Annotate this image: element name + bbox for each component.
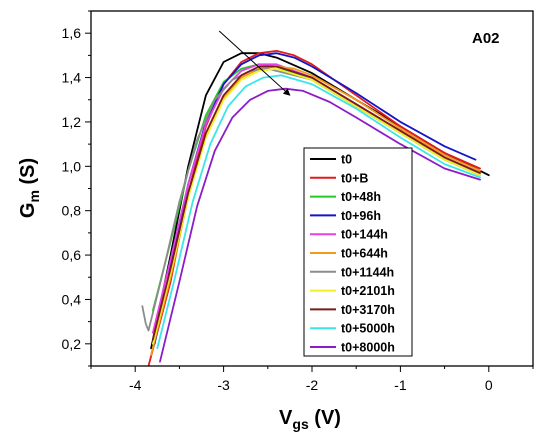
y-axis-title: Gm (S): [17, 158, 42, 218]
x-tick-label: 0: [485, 377, 493, 393]
legend: t0 t0+B t0+48h t0+96h t0+144h t0+644h t0+1144h…: [303, 147, 413, 357]
y-tick-label: 1,2: [62, 114, 82, 130]
x-axis-ticks: -4 -3 -2 -1 0: [90, 366, 534, 393]
x-tick-label: -4: [129, 377, 142, 393]
y-axis-title-unit: (S): [17, 158, 39, 190]
y-tick-label: 0,8: [62, 203, 82, 219]
x-axis-title: Vgs (V): [279, 407, 341, 432]
legend-label: t0+144h: [341, 228, 388, 242]
x-tick-label: -3: [217, 377, 230, 393]
x-axis-title-unit: (V): [309, 407, 341, 429]
legend-label: t0+644h: [341, 247, 388, 261]
y-tick-label: 0,6: [62, 247, 82, 263]
legend-label: t0+96h: [341, 209, 381, 223]
legend-label: t0+48h: [341, 190, 381, 204]
x-tick-label: -2: [306, 377, 319, 393]
x-tick-label: -1: [394, 377, 407, 393]
y-tick-label: 1,4: [62, 70, 82, 86]
y-axis-ticks: 0,2 0,4 0,6 0,8 1,0 1,2 1,4 1,6: [62, 10, 91, 367]
series-line-10: [159, 87, 481, 363]
panel-label: A02: [472, 30, 500, 47]
legend-label: t0+8000h: [341, 341, 395, 355]
legend-label: t0+B: [341, 171, 368, 185]
y-axis-title-main: G: [17, 203, 39, 219]
legend-label: t0+5000h: [341, 322, 395, 336]
x-axis-title-sub: gs: [292, 416, 309, 432]
y-tick-label: 1,6: [62, 25, 82, 41]
series-line-9: [156, 74, 481, 350]
legend-label: t0+1144h: [341, 265, 394, 279]
trend-arrow: [218, 30, 291, 96]
series-layer: [141, 50, 490, 366]
legend-label: t0+3170h: [341, 303, 395, 317]
series-line-8: [151, 65, 481, 341]
y-tick-label: 1,0: [62, 158, 82, 174]
series-line-7: [151, 67, 481, 345]
legend-label: t0: [341, 153, 352, 167]
y-tick-label: 0,4: [62, 291, 82, 307]
y-tick-label: 0,2: [62, 336, 82, 352]
x-axis-title-main: V: [279, 407, 293, 429]
y-axis-title-sub: m: [26, 190, 42, 202]
legend-label: t0+2101h: [341, 284, 395, 298]
